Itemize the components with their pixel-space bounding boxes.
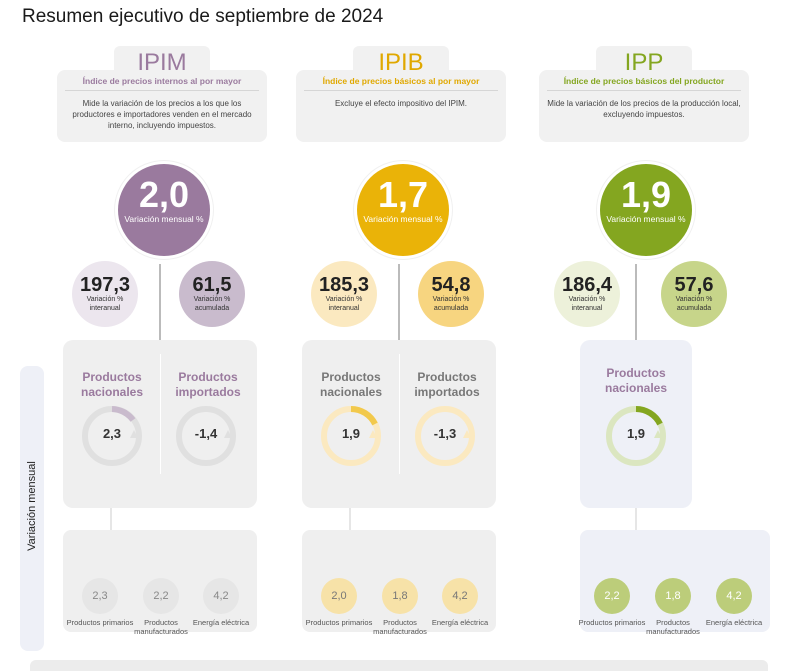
ipib-accumulated-value: 54,8	[431, 274, 471, 296]
ipp-monthly-value: 1,9	[620, 174, 672, 215]
ipim-electric-value: 4,2	[203, 578, 239, 614]
ipp-monthly-label: Variación mensual %	[606, 214, 686, 224]
cycle-arrow-icon	[606, 406, 666, 466]
ipib-description: Excluye el efecto impositivo del IPIM.	[334, 99, 468, 108]
side-label: Variación mensual	[26, 461, 38, 551]
cycle-arrow-icon	[415, 406, 475, 466]
ipib-components-panel: 2,0 Productos primarios 1,8 Productos ma…	[302, 530, 496, 636]
ipim-electric-label: Energía eléctrica	[192, 618, 250, 627]
ipp-components-panel: 2,2 Productos primarios 1,8 Productos ma…	[579, 530, 770, 636]
ipp-manufactured-value: 1,8	[655, 578, 691, 614]
ipim-monthly-circle: 2,0 Variación mensual %	[118, 164, 210, 256]
ipib-breakdown-panel: Productos nacionales Productos importado…	[302, 340, 496, 508]
ipim-monthly-value: 2,0	[138, 174, 190, 215]
ipim-imported-value: -1,4	[194, 426, 218, 441]
ipim-breakdown-panel: Productos nacionales Productos importado…	[63, 340, 257, 508]
ipp-accumulated-circle: 57,6 Variación % acumulada	[661, 261, 727, 327]
ipp-manufactured-label: Productos manufacturados	[646, 618, 700, 636]
ipim-national-value: 2,3	[102, 426, 122, 441]
ipim-interannual-value: 197,3	[79, 274, 131, 296]
ipib-primary-label: Productos primarios	[305, 618, 373, 627]
ipim-accumulated-circle: 61,5 Variación % acumulada	[179, 261, 245, 327]
ipim-monthly-label: Variación mensual %	[124, 214, 204, 224]
ipim-accumulated-value: 61,5	[192, 274, 232, 296]
ipib-interannual-value: 185,3	[318, 274, 370, 296]
ipib-monthly-label: Variación mensual %	[363, 214, 443, 224]
ipim-manufactured-label: Productos manufacturados	[134, 618, 188, 636]
ipib-monthly-circle: 1,7 Variación mensual %	[357, 164, 449, 256]
divider	[399, 354, 400, 474]
ipib-accumulated-label: Variación % acumulada	[432, 296, 470, 312]
ipib-electric-value: 4,2	[442, 578, 478, 614]
ipp-interannual-label: Variación % interanual	[568, 296, 606, 312]
ipp-national-value: 1,9	[626, 426, 646, 441]
ipp-breakdown-panel: Productos nacionales 1,9	[580, 340, 692, 508]
divider	[304, 90, 498, 91]
ipp-subtitle: Índice de precios básicos del productor	[563, 76, 725, 86]
ipp-electric-label: Energía eléctrica	[705, 618, 763, 627]
ipim-subtitle: Índice de precios internos al por mayor	[82, 76, 242, 86]
ipib-imported-title: Productos importados	[414, 370, 480, 399]
ipim-national-ring: 2,3	[78, 402, 146, 470]
divider	[160, 354, 161, 474]
ipim-interannual-circle: 197,3 Variación % interanual	[72, 261, 138, 327]
ipp-primary-value: 2,2	[594, 578, 630, 614]
ipp-interannual-value: 186,4	[561, 274, 613, 296]
ipp-interannual-circle: 186,4 Variación % interanual	[554, 261, 620, 327]
ipp-monthly-circle: 1,9 Variación mensual %	[600, 164, 692, 256]
ipim-imported-title: Productos importados	[175, 370, 241, 399]
ipp-accumulated-value: 57,6	[674, 274, 714, 296]
ipp-national-ring: 1,9	[602, 402, 670, 470]
ipib-electric-label: Energía eléctrica	[431, 618, 489, 627]
ipim-description: Mide la variación de los precios a los q…	[72, 99, 252, 130]
ipib-manufactured-label: Productos manufacturados	[373, 618, 427, 636]
ipib-interannual-circle: 185,3 Variación % interanual	[311, 261, 377, 327]
ipib-description-box: Índice de precios básicos al por mayor E…	[296, 70, 506, 142]
side-bar	[20, 366, 44, 651]
ipp-primary-label: Productos primarios	[578, 618, 646, 627]
ipim-national-title: Productos nacionales	[80, 370, 144, 399]
ipib-manufactured-value: 1,8	[382, 578, 418, 614]
ipib-national-ring: 1,9	[317, 402, 385, 470]
ipp-accumulated-label: Variación % acumulada	[675, 296, 713, 312]
ipim-primary-value: 2,3	[82, 578, 118, 614]
ipib-imported-ring: -1,3	[411, 402, 479, 470]
ipim-primary-label: Productos primarios	[66, 618, 134, 627]
divider	[547, 90, 741, 91]
ipp-national-title: Productos nacionales	[604, 366, 668, 395]
page-title: Resumen ejecutivo de septiembre de 2024	[22, 6, 384, 27]
footer-strip	[30, 660, 768, 671]
ipim-accumulated-label: Variación % acumulada	[193, 296, 231, 312]
ipib-subtitle: Índice de precios básicos al por mayor	[322, 76, 480, 86]
ipib-imported-value: -1,3	[433, 426, 457, 441]
cycle-arrow-icon	[82, 406, 142, 466]
ipim-components-panel: 2,3 Productos primarios 2,2 Productos ma…	[63, 530, 257, 636]
ipim-manufactured-value: 2,2	[143, 578, 179, 614]
divider	[65, 90, 259, 91]
ipim-description-box: Índice de precios internos al por mayor …	[57, 70, 267, 142]
ipim-imported-ring: -1,4	[172, 402, 240, 470]
cycle-arrow-icon	[176, 406, 236, 466]
ipim-interannual-label: Variación % interanual	[86, 296, 124, 312]
cycle-arrow-icon	[321, 406, 381, 466]
ipp-description: Mide la variación de los precios de la p…	[547, 99, 741, 119]
ipp-description-box: Índice de precios básicos del productor …	[539, 70, 749, 142]
ipib-national-value: 1,9	[341, 426, 361, 441]
ipib-monthly-value: 1,7	[377, 174, 429, 215]
ipib-interannual-label: Variación % interanual	[325, 296, 363, 312]
ipib-primary-value: 2,0	[321, 578, 357, 614]
ipib-accumulated-circle: 54,8 Variación % acumulada	[418, 261, 484, 327]
ipp-electric-value: 4,2	[716, 578, 752, 614]
ipib-national-title: Productos nacionales	[319, 370, 383, 399]
